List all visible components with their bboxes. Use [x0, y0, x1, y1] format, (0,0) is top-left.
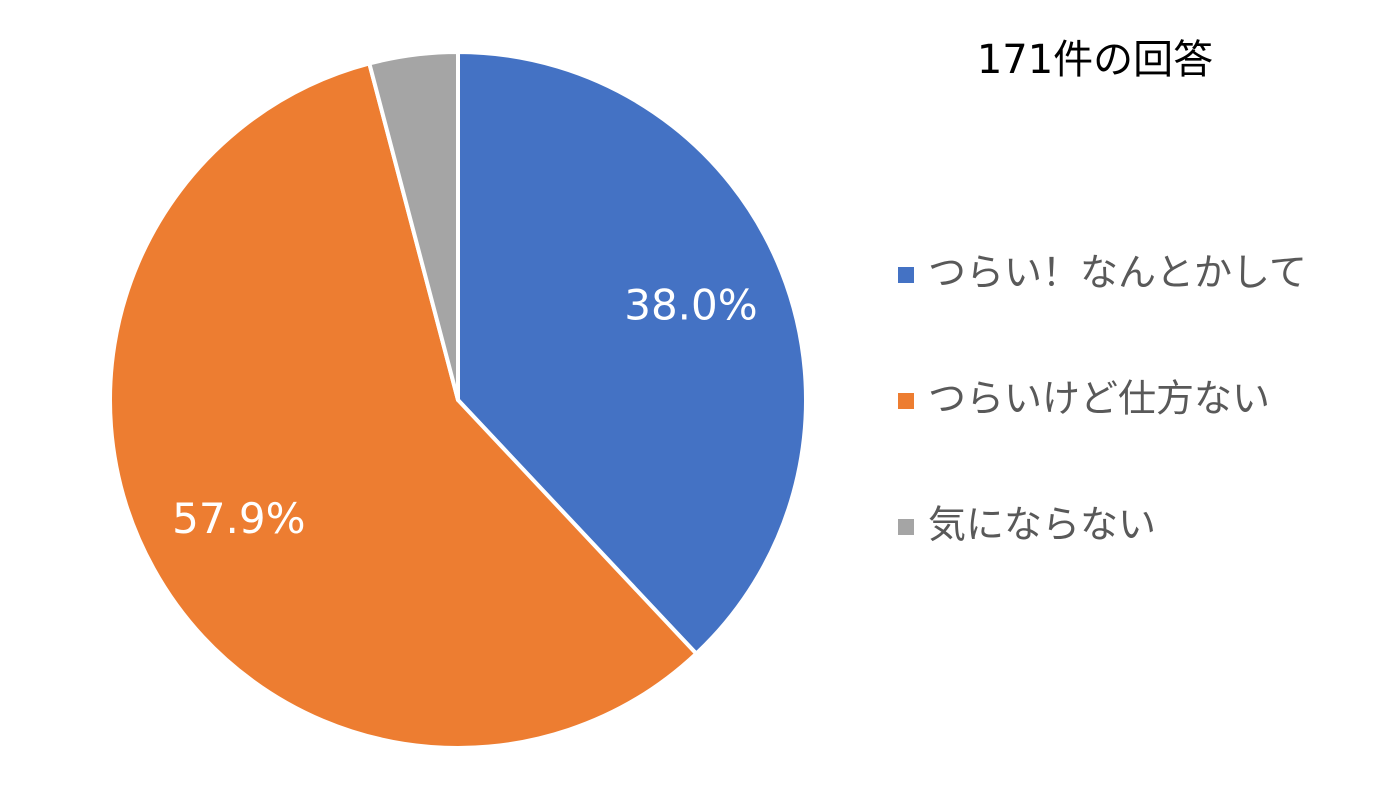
legend-swatch: [898, 267, 914, 283]
legend-swatch: [898, 519, 914, 535]
pie-slice: [456, 50, 808, 656]
legend-label: 気にならない: [928, 503, 1156, 547]
pie-slice: [367, 50, 460, 402]
legend-label: つらい！なんとかして: [928, 251, 1307, 295]
pie-slice: [108, 61, 699, 750]
data-label: 57.9%: [172, 494, 305, 543]
chart-title: 171件の回答: [977, 37, 1213, 83]
legend-label: つらいけど仕方ない: [928, 377, 1270, 421]
data-label: 38.0%: [624, 280, 757, 329]
legend-swatch: [898, 393, 914, 409]
